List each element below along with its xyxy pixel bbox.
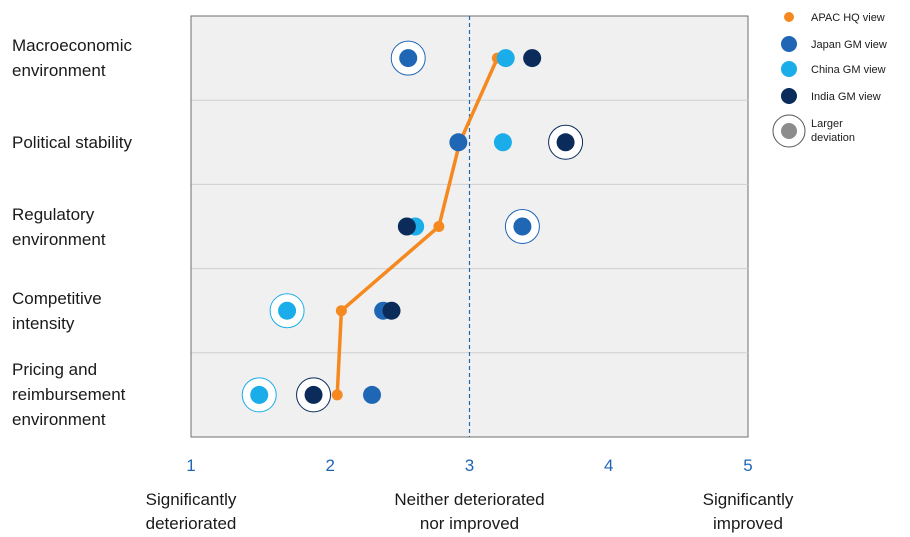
india-point bbox=[304, 385, 323, 404]
india-point bbox=[397, 217, 416, 236]
legend-marker-apac bbox=[784, 12, 794, 22]
scale-label: Neither deteriorated nor improved bbox=[394, 490, 545, 533]
china-point bbox=[496, 49, 515, 68]
apac-point bbox=[331, 389, 343, 401]
legend-marker-india bbox=[781, 88, 797, 104]
legend-label-apac: APAC HQ view bbox=[811, 12, 885, 24]
legend-label-india: India GM view bbox=[811, 91, 881, 103]
scale-label: Significantly improved bbox=[702, 490, 794, 533]
japan-point bbox=[399, 49, 418, 68]
india-point bbox=[382, 301, 401, 320]
legend-marker-china bbox=[781, 61, 797, 77]
x-tick-label: 4 bbox=[604, 456, 613, 475]
category-label: Pricing and reimbursement environment bbox=[12, 360, 126, 430]
category-label: Competitive intensity bbox=[12, 288, 102, 333]
x-tick-label: 5 bbox=[743, 456, 752, 475]
scale-label: Significantly deteriorated bbox=[145, 490, 237, 533]
legend-label-larger-deviation: Larger deviation bbox=[811, 118, 855, 144]
india-point bbox=[556, 133, 575, 152]
category-label: Macroeconomic environment bbox=[12, 36, 132, 81]
category-label: Political stability bbox=[12, 132, 132, 152]
apac-point bbox=[433, 221, 445, 232]
japan-point bbox=[363, 385, 382, 404]
x-tick-label: 2 bbox=[326, 456, 335, 475]
legend-label-japan: Japan GM view bbox=[811, 39, 887, 51]
china-point bbox=[250, 385, 269, 404]
x-tick-label: 1 bbox=[186, 456, 195, 475]
china-point bbox=[278, 301, 297, 320]
legend-larger-deviation-dot bbox=[781, 123, 797, 139]
china-point bbox=[493, 133, 512, 152]
japan-point bbox=[449, 133, 468, 152]
apac-point bbox=[335, 305, 347, 317]
legend-label-china: China GM view bbox=[811, 64, 886, 76]
category-label: Regulatory environment bbox=[12, 204, 106, 249]
india-point bbox=[523, 49, 542, 68]
japan-point bbox=[513, 217, 532, 236]
legend-marker-japan bbox=[781, 36, 797, 52]
x-tick-label: 3 bbox=[465, 456, 474, 475]
